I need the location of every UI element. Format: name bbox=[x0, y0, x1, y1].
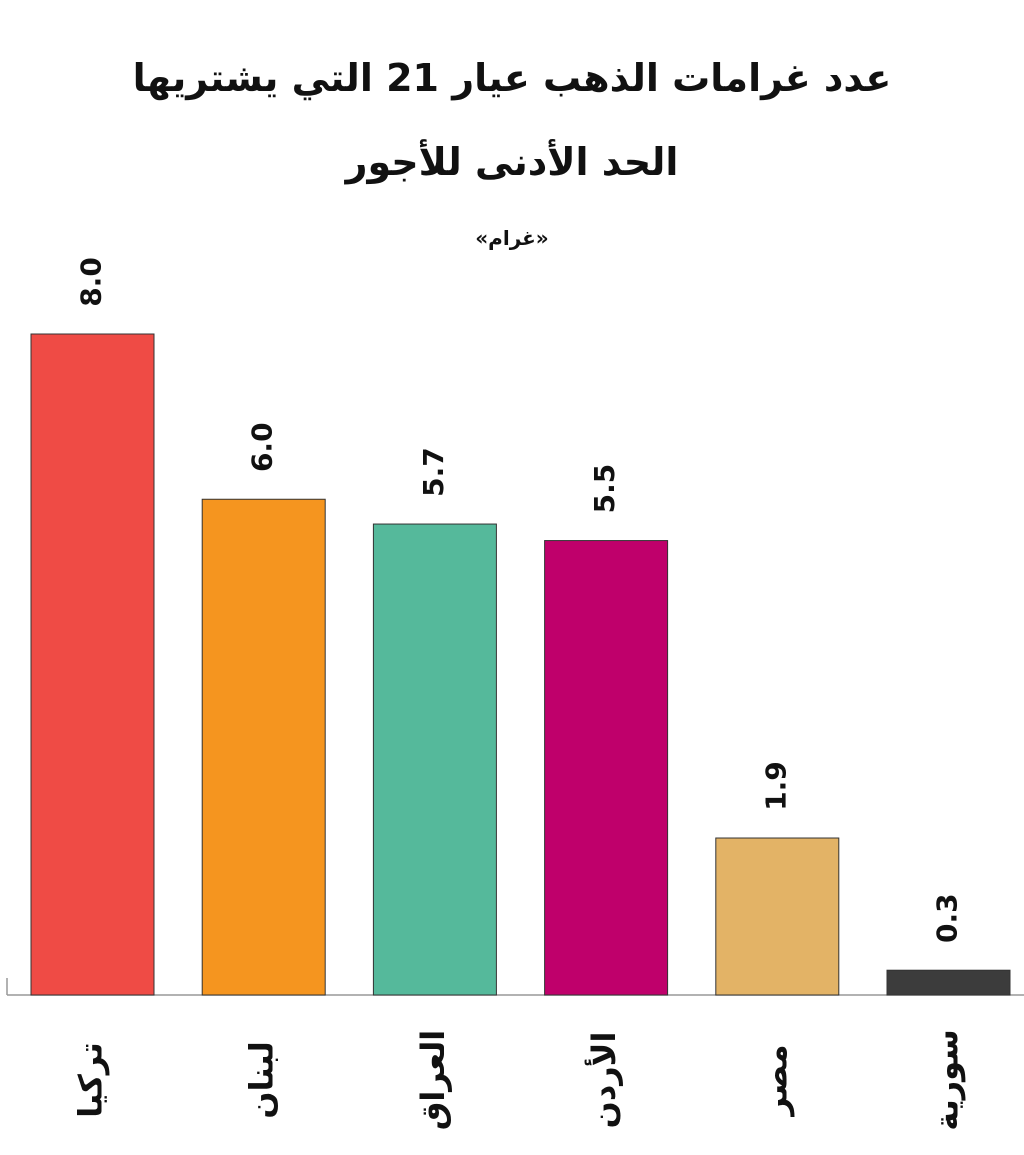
value-label: 6.0 bbox=[246, 422, 279, 472]
value-label: 5.5 bbox=[588, 464, 621, 514]
x-tick-label: سورية bbox=[928, 1029, 966, 1130]
x-tick-label: الأردن bbox=[584, 1032, 623, 1129]
bar bbox=[715, 837, 840, 996]
x-tick-label: لبنان bbox=[243, 1041, 281, 1118]
value-label: 5.7 bbox=[417, 447, 450, 497]
bar bbox=[372, 523, 497, 996]
chart-title: عدد غرامات الذهب عيار 21 التي يشتريها ال… bbox=[132, 56, 892, 184]
x-tick-label: تركيا bbox=[72, 1042, 110, 1118]
x-tick-label: مصر bbox=[756, 1044, 794, 1117]
x-tick-label: العراق bbox=[414, 1030, 452, 1131]
chart-subtitle: «غرام» bbox=[475, 226, 549, 250]
value-label: 0.3 bbox=[931, 893, 964, 943]
bar bbox=[544, 540, 669, 996]
bar bbox=[886, 969, 1011, 996]
value-label: 8.0 bbox=[75, 257, 108, 307]
bar bbox=[30, 333, 155, 996]
bar bbox=[201, 498, 326, 996]
value-label: 1.9 bbox=[759, 761, 792, 811]
